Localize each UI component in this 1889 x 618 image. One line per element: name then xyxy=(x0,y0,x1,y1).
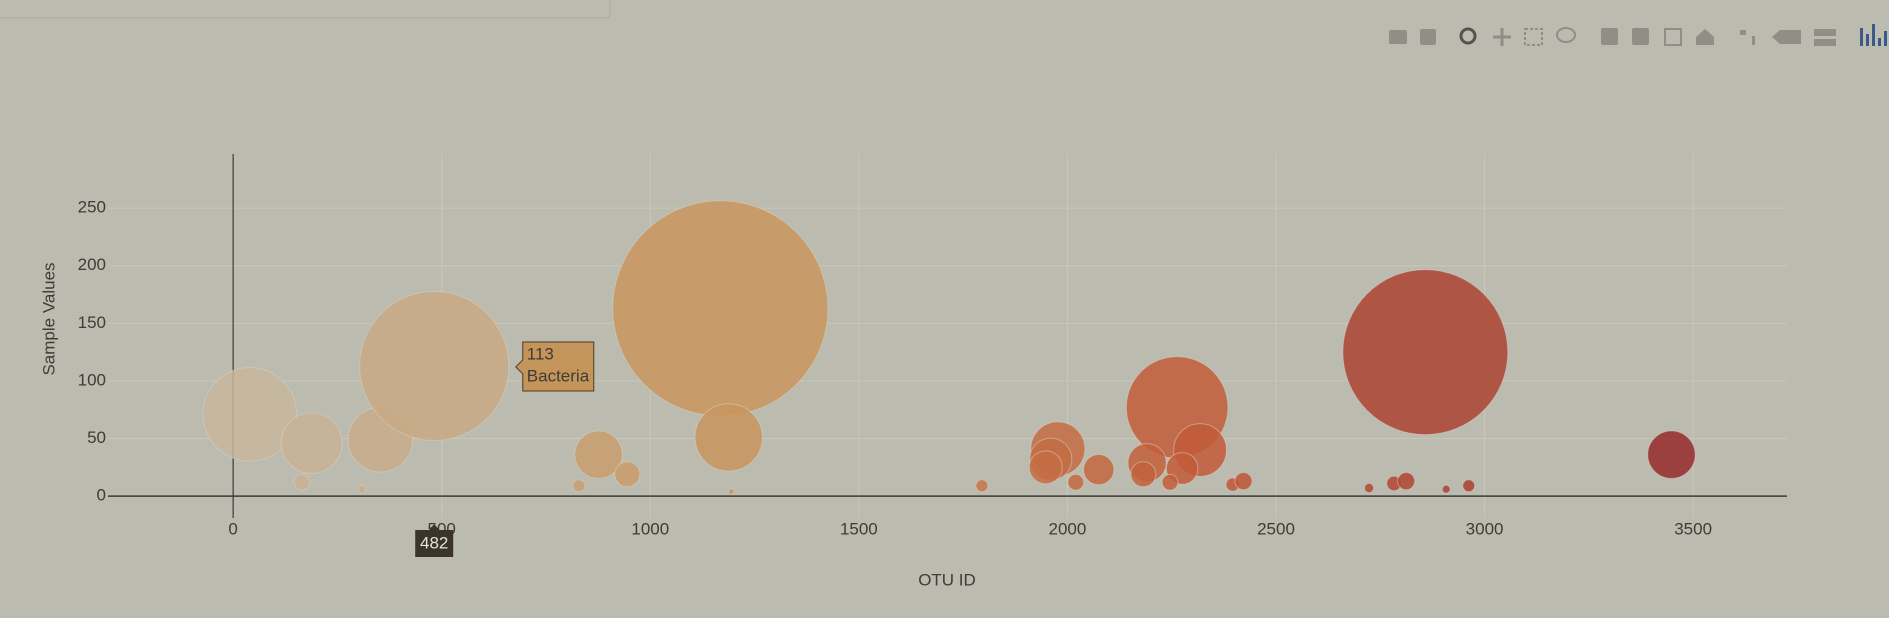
x-hover-label: 482 xyxy=(420,533,448,552)
x-tick-label: 0 xyxy=(228,519,237,538)
plotly-logo[interactable] xyxy=(1860,24,1887,46)
hover-closest-icon[interactable] xyxy=(1772,30,1801,44)
hover-compare-icon[interactable] xyxy=(1814,29,1836,46)
bubble xyxy=(728,488,735,495)
bubble xyxy=(1462,479,1476,493)
select-icon[interactable] xyxy=(1524,28,1543,46)
bubble xyxy=(1130,461,1157,488)
bubble xyxy=(1342,269,1509,436)
tooltip-text: Bacteria xyxy=(527,366,590,385)
bubble xyxy=(1028,450,1063,485)
zoom-out-icon[interactable] xyxy=(1632,28,1649,45)
x-tick-label: 3500 xyxy=(1674,519,1712,538)
reset-icon[interactable] xyxy=(1696,29,1714,45)
x-tick-label: 2000 xyxy=(1049,519,1087,538)
bubble xyxy=(359,290,510,442)
tooltip-box xyxy=(515,341,595,392)
y-tick-label: 100 xyxy=(78,370,106,389)
zoom-icon[interactable] xyxy=(1459,27,1477,45)
y-axis-title: Sample Values xyxy=(39,262,58,375)
bubble xyxy=(280,412,343,474)
bubble xyxy=(574,430,623,479)
bubble xyxy=(1083,453,1115,486)
bubble xyxy=(202,366,298,462)
x-axis-title: OTU ID xyxy=(918,570,976,589)
bubble xyxy=(694,403,763,472)
bubble xyxy=(572,479,586,493)
bubble xyxy=(975,479,989,493)
bubble xyxy=(612,200,829,417)
bubble xyxy=(614,461,641,488)
bubble xyxy=(1234,472,1253,491)
x-tick-label: 1000 xyxy=(631,519,669,538)
bubble xyxy=(1363,482,1375,494)
x-hover-box xyxy=(415,524,454,557)
bubble xyxy=(1067,473,1085,491)
y-tick-label: 50 xyxy=(87,428,106,447)
spike-icon[interactable] xyxy=(1740,30,1755,45)
x-tick-label: 1500 xyxy=(840,519,878,538)
bubble xyxy=(1647,430,1696,479)
y-tick-label: 200 xyxy=(78,255,106,274)
zoom-in-icon[interactable] xyxy=(1601,28,1618,45)
camera-icon[interactable] xyxy=(1389,30,1407,44)
toolbar xyxy=(1389,24,1887,46)
bubble xyxy=(1397,472,1416,491)
bubbles xyxy=(202,200,1696,495)
lasso-icon[interactable] xyxy=(1556,27,1576,43)
tooltip-value: 113 xyxy=(527,344,554,363)
y-tick-label: 150 xyxy=(78,313,106,332)
dropdown-box[interactable] xyxy=(0,0,611,19)
save-icon[interactable] xyxy=(1420,29,1436,45)
x-tick-label: 3000 xyxy=(1466,519,1504,538)
x-tick-label: 2500 xyxy=(1257,519,1295,538)
autoscale-icon[interactable] xyxy=(1664,28,1682,46)
bubble xyxy=(357,484,367,494)
pan-icon[interactable] xyxy=(1493,28,1511,46)
y-tick-label: 250 xyxy=(78,198,106,217)
bubble xyxy=(293,473,311,491)
bubble xyxy=(1161,473,1179,491)
y-tick-label: 0 xyxy=(97,486,106,505)
bubble xyxy=(1441,484,1451,494)
